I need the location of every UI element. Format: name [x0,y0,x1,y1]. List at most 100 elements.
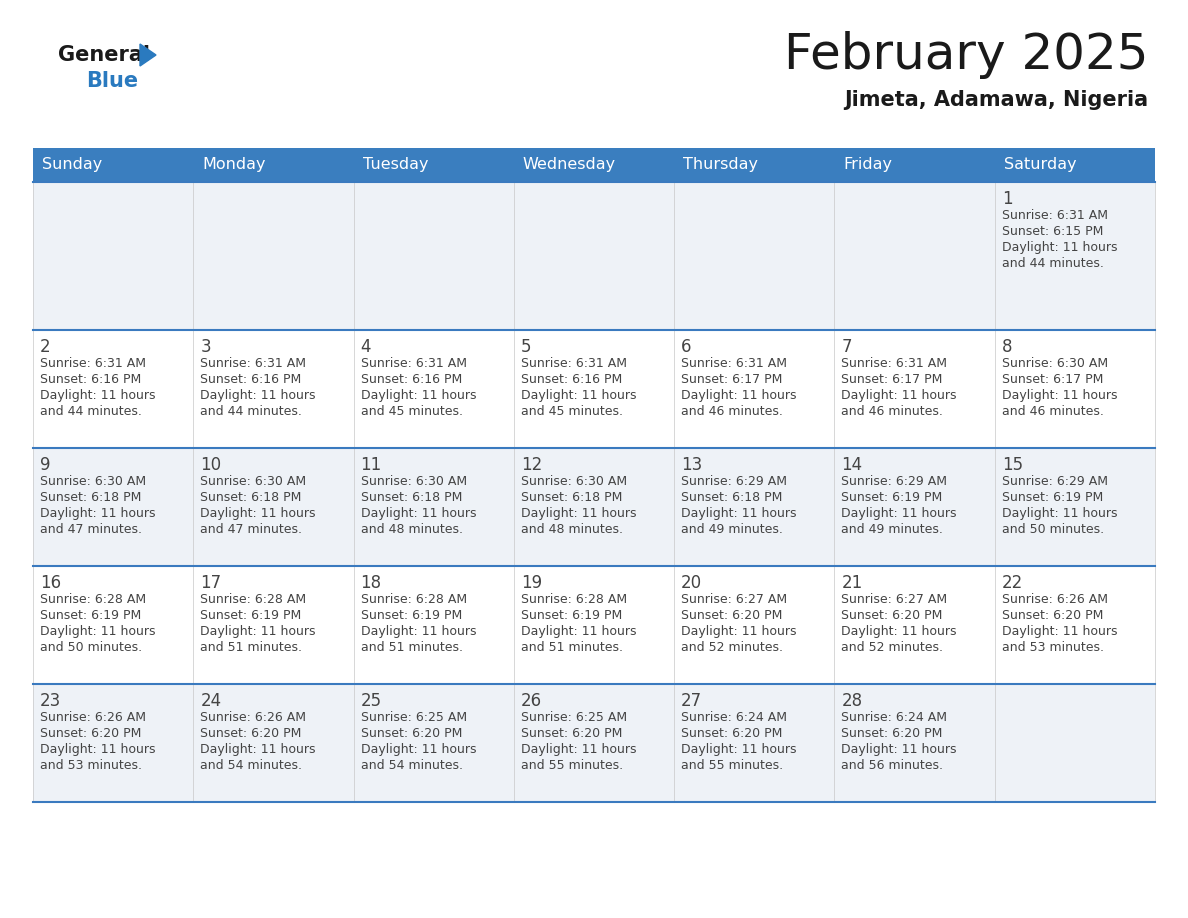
Text: Sunrise: 6:27 AM: Sunrise: 6:27 AM [681,593,788,606]
Text: 26: 26 [520,692,542,710]
Text: Daylight: 11 hours: Daylight: 11 hours [361,507,476,520]
Text: Sunset: 6:19 PM: Sunset: 6:19 PM [361,609,462,622]
Text: Sunset: 6:17 PM: Sunset: 6:17 PM [841,373,943,386]
Text: 28: 28 [841,692,862,710]
Text: Daylight: 11 hours: Daylight: 11 hours [841,389,956,402]
Text: and 46 minutes.: and 46 minutes. [841,405,943,418]
Text: 21: 21 [841,574,862,592]
Text: Sunrise: 6:29 AM: Sunrise: 6:29 AM [681,475,788,488]
Text: and 48 minutes.: and 48 minutes. [520,523,623,536]
Text: Sunset: 6:18 PM: Sunset: 6:18 PM [201,491,302,504]
Text: Daylight: 11 hours: Daylight: 11 hours [1001,625,1117,638]
Text: 12: 12 [520,456,542,474]
Text: Jimeta, Adamawa, Nigeria: Jimeta, Adamawa, Nigeria [843,90,1148,110]
Text: Daylight: 11 hours: Daylight: 11 hours [40,743,156,756]
Text: Daylight: 11 hours: Daylight: 11 hours [841,507,956,520]
Text: Sunrise: 6:30 AM: Sunrise: 6:30 AM [40,475,146,488]
Text: Sunset: 6:19 PM: Sunset: 6:19 PM [201,609,302,622]
Text: Daylight: 11 hours: Daylight: 11 hours [361,743,476,756]
Text: Daylight: 11 hours: Daylight: 11 hours [681,507,797,520]
Text: and 44 minutes.: and 44 minutes. [201,405,302,418]
Text: February 2025: February 2025 [784,31,1148,79]
Text: Sunset: 6:17 PM: Sunset: 6:17 PM [681,373,783,386]
Text: and 50 minutes.: and 50 minutes. [1001,523,1104,536]
Text: Sunrise: 6:31 AM: Sunrise: 6:31 AM [40,357,146,370]
Text: Daylight: 11 hours: Daylight: 11 hours [1001,507,1117,520]
Bar [33,148,194,182]
Text: Sunrise: 6:26 AM: Sunrise: 6:26 AM [201,711,307,724]
Text: Daylight: 11 hours: Daylight: 11 hours [40,507,156,520]
Text: and 53 minutes.: and 53 minutes. [40,759,143,772]
Text: and 53 minutes.: and 53 minutes. [1001,641,1104,654]
Text: 16: 16 [40,574,61,592]
Text: Sunset: 6:20 PM: Sunset: 6:20 PM [361,727,462,740]
Text: and 50 minutes.: and 50 minutes. [40,641,143,654]
Text: Sunset: 6:16 PM: Sunset: 6:16 PM [520,373,623,386]
Bar [994,148,1155,182]
Bar [33,684,1155,802]
Text: Daylight: 11 hours: Daylight: 11 hours [1001,389,1117,402]
Text: Sunrise: 6:25 AM: Sunrise: 6:25 AM [520,711,627,724]
Text: Sunrise: 6:30 AM: Sunrise: 6:30 AM [201,475,307,488]
Text: and 44 minutes.: and 44 minutes. [1001,257,1104,270]
Text: Sunrise: 6:31 AM: Sunrise: 6:31 AM [520,357,627,370]
Text: 10: 10 [201,456,221,474]
Text: 20: 20 [681,574,702,592]
Text: and 54 minutes.: and 54 minutes. [201,759,302,772]
Text: 19: 19 [520,574,542,592]
Text: 15: 15 [1001,456,1023,474]
Text: Daylight: 11 hours: Daylight: 11 hours [40,625,156,638]
Text: Sunset: 6:18 PM: Sunset: 6:18 PM [520,491,623,504]
Text: Daylight: 11 hours: Daylight: 11 hours [520,507,637,520]
Text: Thursday: Thursday [683,158,758,173]
Text: Daylight: 11 hours: Daylight: 11 hours [681,743,797,756]
Text: and 49 minutes.: and 49 minutes. [681,523,783,536]
Text: 2: 2 [40,338,51,356]
Text: 17: 17 [201,574,221,592]
Text: Sunrise: 6:27 AM: Sunrise: 6:27 AM [841,593,948,606]
Text: Sunset: 6:17 PM: Sunset: 6:17 PM [1001,373,1104,386]
Text: Sunset: 6:18 PM: Sunset: 6:18 PM [40,491,141,504]
Bar [33,330,1155,448]
Bar [33,182,1155,330]
Text: Sunrise: 6:28 AM: Sunrise: 6:28 AM [40,593,146,606]
Text: 4: 4 [361,338,371,356]
Text: General: General [58,45,150,65]
Text: and 47 minutes.: and 47 minutes. [201,523,302,536]
Text: Sunrise: 6:29 AM: Sunrise: 6:29 AM [1001,475,1107,488]
Bar [834,148,994,182]
Bar [674,148,834,182]
Text: Sunrise: 6:28 AM: Sunrise: 6:28 AM [520,593,627,606]
Text: Sunrise: 6:31 AM: Sunrise: 6:31 AM [201,357,307,370]
Bar [194,148,354,182]
Text: Wednesday: Wednesday [523,158,617,173]
Text: Daylight: 11 hours: Daylight: 11 hours [841,743,956,756]
Text: Sunrise: 6:30 AM: Sunrise: 6:30 AM [1001,357,1108,370]
Text: and 55 minutes.: and 55 minutes. [520,759,623,772]
Text: Daylight: 11 hours: Daylight: 11 hours [681,389,797,402]
Text: 25: 25 [361,692,381,710]
Text: Sunrise: 6:26 AM: Sunrise: 6:26 AM [1001,593,1107,606]
Text: Blue: Blue [86,71,138,91]
Text: 22: 22 [1001,574,1023,592]
Text: Daylight: 11 hours: Daylight: 11 hours [201,507,316,520]
Text: 5: 5 [520,338,531,356]
Text: 24: 24 [201,692,221,710]
Text: Daylight: 11 hours: Daylight: 11 hours [201,743,316,756]
Text: and 52 minutes.: and 52 minutes. [841,641,943,654]
Text: Sunset: 6:20 PM: Sunset: 6:20 PM [1001,609,1104,622]
Polygon shape [140,44,156,66]
Text: Sunset: 6:19 PM: Sunset: 6:19 PM [520,609,623,622]
Text: Sunset: 6:18 PM: Sunset: 6:18 PM [361,491,462,504]
Text: and 51 minutes.: and 51 minutes. [361,641,462,654]
Text: Sunset: 6:15 PM: Sunset: 6:15 PM [1001,225,1104,238]
Text: Daylight: 11 hours: Daylight: 11 hours [201,625,316,638]
Text: Sunrise: 6:31 AM: Sunrise: 6:31 AM [1001,209,1107,222]
Text: and 46 minutes.: and 46 minutes. [681,405,783,418]
Text: and 47 minutes.: and 47 minutes. [40,523,143,536]
Text: and 44 minutes.: and 44 minutes. [40,405,141,418]
Text: Sunrise: 6:24 AM: Sunrise: 6:24 AM [841,711,947,724]
Text: 1: 1 [1001,190,1012,208]
Text: 7: 7 [841,338,852,356]
Text: Daylight: 11 hours: Daylight: 11 hours [40,389,156,402]
